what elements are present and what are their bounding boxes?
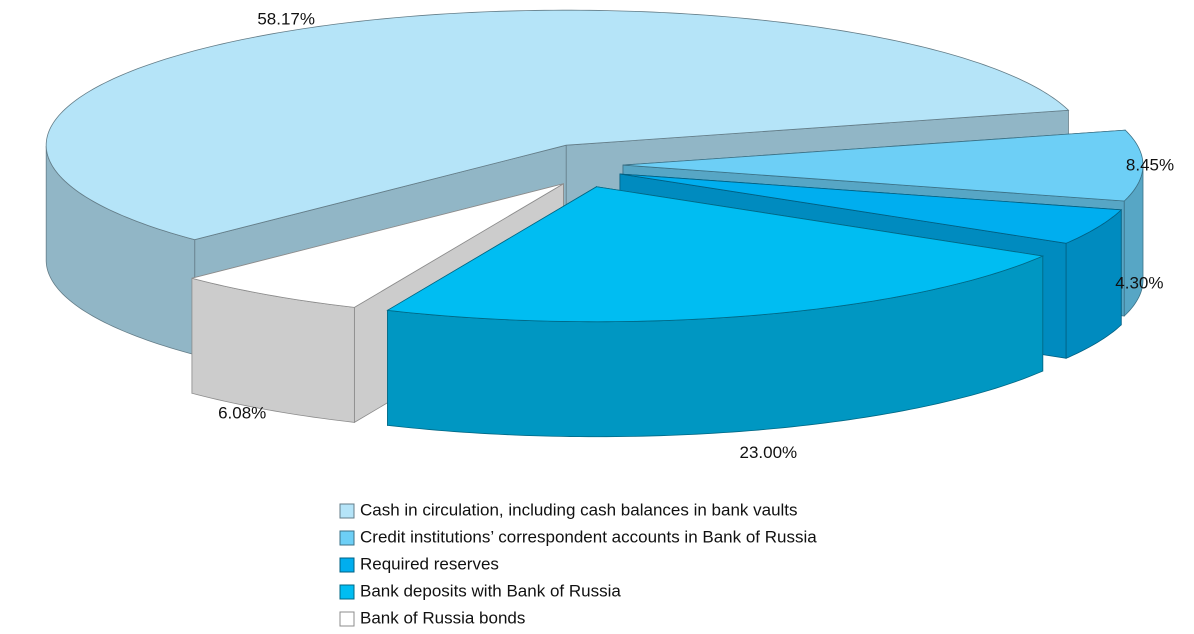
value-label: 4.30% xyxy=(1115,274,1163,293)
value-label: 58.17% xyxy=(257,9,315,28)
legend-swatch xyxy=(339,557,355,573)
legend-swatch xyxy=(339,611,355,627)
slice-top xyxy=(386,186,1045,323)
legend-swatch xyxy=(339,584,355,600)
value-label: 23.00% xyxy=(739,443,797,462)
legend-swatch xyxy=(339,530,355,546)
slice-top xyxy=(191,183,564,308)
legend-label: Cash in circulation, including cash bala… xyxy=(360,500,798,519)
legend-label: Credit institutions’ correspondent accou… xyxy=(360,527,817,546)
legend-label: Required reserves xyxy=(360,554,499,573)
value-label: 8.45% xyxy=(1126,156,1174,175)
slice-top xyxy=(45,9,1070,241)
slice-top xyxy=(619,173,1123,244)
legend-swatch xyxy=(339,503,355,519)
legend-label: Bank of Russia bonds xyxy=(360,608,525,627)
slice xyxy=(386,186,1045,438)
slice-top xyxy=(622,129,1144,202)
value-label: 6.08% xyxy=(218,404,266,423)
legend-label: Bank deposits with Bank of Russia xyxy=(360,581,621,600)
